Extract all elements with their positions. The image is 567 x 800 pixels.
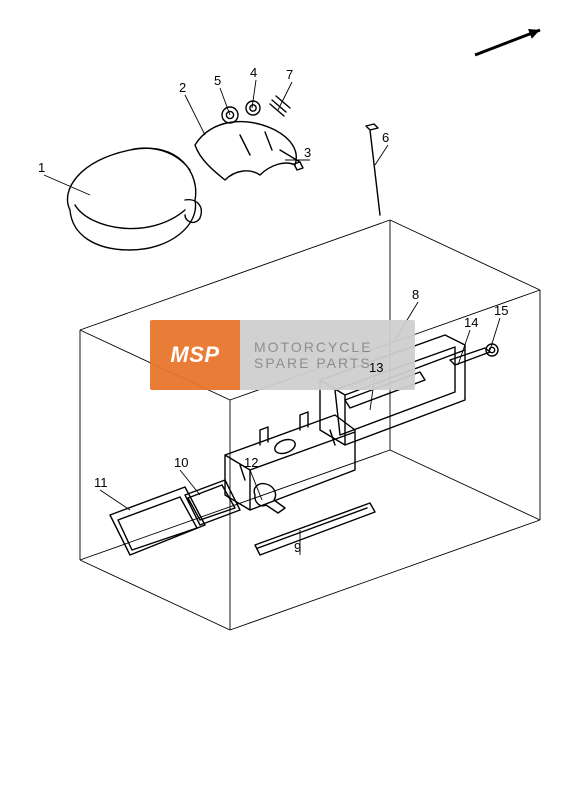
callout-4: 4	[250, 66, 257, 79]
callout-12: 12	[244, 456, 258, 469]
part-cable-tie	[366, 124, 380, 215]
part-lens	[255, 503, 375, 555]
callout-3: 3	[304, 146, 311, 159]
callout-1: 1	[38, 161, 45, 174]
leader-line	[44, 175, 90, 195]
watermark: MSP MOTORCYCLE SPARE PARTS	[150, 320, 415, 390]
leader-line	[250, 470, 262, 500]
leader-line	[100, 490, 130, 510]
watermark-logo: MSP	[150, 320, 240, 390]
leader-line	[180, 470, 200, 495]
callout-8: 8	[412, 288, 419, 301]
leader-line	[252, 80, 256, 108]
callout-14: 14	[464, 316, 478, 329]
callout-9: 9	[294, 541, 301, 554]
callout-5: 5	[214, 74, 221, 87]
callout-11: 11	[94, 476, 108, 489]
callout-10: 10	[174, 456, 188, 469]
leader-line	[185, 95, 205, 135]
leader-line	[278, 82, 292, 110]
callout-7: 7	[286, 68, 293, 81]
leader-line	[375, 145, 388, 165]
iso-bounding-box	[80, 220, 540, 630]
leader-line	[220, 88, 230, 115]
callout-13: 13	[369, 361, 383, 374]
watermark-line1: MOTORCYCLE	[254, 339, 415, 355]
callout-15: 15	[494, 304, 508, 317]
watermark-line2: SPARE PARTS	[254, 355, 415, 371]
part-headlamp	[68, 148, 202, 250]
diagram-canvas	[0, 0, 567, 800]
watermark-text: MOTORCYCLE SPARE PARTS	[240, 320, 415, 390]
callout-6: 6	[382, 131, 389, 144]
part-spacer	[450, 348, 490, 365]
callout-2: 2	[179, 81, 186, 94]
